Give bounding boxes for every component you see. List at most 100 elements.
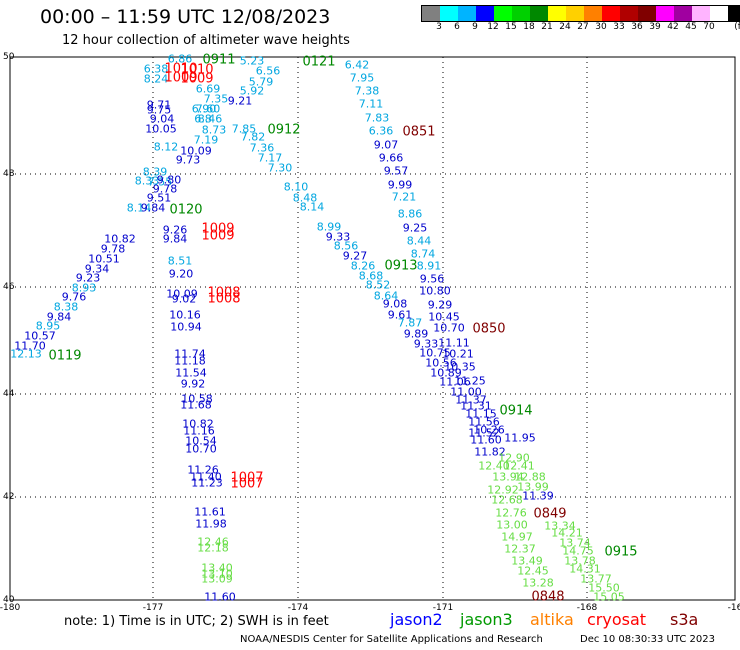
wave-height-label: 15.05 xyxy=(593,590,625,604)
color-scale-label: 30 xyxy=(595,22,607,32)
wave-height-label: 7.85 xyxy=(231,122,257,136)
latitude-label: 48 xyxy=(3,169,15,179)
wave-height-label: 9.76 xyxy=(61,290,87,304)
wave-height-label: 11.68 xyxy=(180,398,212,412)
wave-height-label: 5.79 xyxy=(248,75,274,89)
wave-height-label: 9.08 xyxy=(382,297,408,311)
wave-height-label: 11.18 xyxy=(174,354,206,368)
color-swatch xyxy=(512,6,530,21)
track-time-label: 1009 xyxy=(201,228,235,244)
color-scale-label: 18 xyxy=(523,22,535,32)
wave-height-label: 8.74 xyxy=(410,247,436,261)
wave-height-label: 11.26 xyxy=(187,463,219,477)
wave-height-label: 7.83 xyxy=(364,111,390,125)
wave-height-label: 11.39 xyxy=(522,489,554,503)
wave-height-label: 8.51 xyxy=(167,254,193,268)
track-time-label: 0849 xyxy=(533,506,567,522)
color-swatch xyxy=(548,6,566,21)
wave-height-label: 10.21 xyxy=(442,347,474,361)
wave-height-label: 12.76 xyxy=(495,506,527,520)
wave-height-label: 7.21 xyxy=(391,190,417,204)
wave-height-label: 13.00 xyxy=(496,518,528,532)
latitude-label: 50 xyxy=(3,52,15,62)
page-subtitle: 12 hour collection of altimeter wave hei… xyxy=(62,33,350,48)
color-scale-label: 33 xyxy=(613,22,625,32)
track-time-label: 1009 xyxy=(164,70,198,86)
wave-height-label: 14.97 xyxy=(501,530,533,544)
wave-height-label: 10.09 xyxy=(166,287,198,301)
color-scale-label: 45 xyxy=(685,22,697,32)
wave-height-label: 6.8 xyxy=(194,112,212,126)
wave-height-label: 11.60 xyxy=(470,433,502,447)
wave-height-label: 10.05 xyxy=(145,122,177,136)
wave-height-label: 9.21 xyxy=(227,94,253,108)
wave-height-label: 9.56 xyxy=(419,272,445,286)
longitude-label: -171 xyxy=(432,603,454,613)
footer-note: note: 1) Time is in UTC; 2) SWH is in fe… xyxy=(64,614,329,629)
footer-timestamp: Dec 10 08:30:33 UTC 2023 xyxy=(580,634,715,645)
wave-height-label: 12.88 xyxy=(514,470,546,484)
longitude-label: -177 xyxy=(142,603,164,613)
color-scale-label: 12 xyxy=(487,22,499,32)
wave-height-label: 7.95 xyxy=(349,71,375,85)
wave-height-label: 11.31 xyxy=(460,399,492,413)
wave-height-label: 10.26 xyxy=(473,423,505,437)
wave-height-label: 10.70 xyxy=(185,442,217,456)
track-time-label: 1008 xyxy=(207,291,241,307)
wave-height-label: 11.16 xyxy=(183,424,215,438)
color-scale-label: 42 xyxy=(667,22,679,32)
color-swatch xyxy=(584,6,602,21)
wave-height-label: 8.93 xyxy=(71,281,97,295)
wave-height-label: 8.12 xyxy=(153,140,179,154)
wave-height-label: 9.75 xyxy=(146,103,172,117)
track-time-label: 0915 xyxy=(604,544,638,560)
color-swatch xyxy=(494,6,512,21)
wave-height-label: 6.86 xyxy=(167,52,193,66)
track-time-label: 0119 xyxy=(48,348,82,364)
wave-height-label: 11.23 xyxy=(191,476,223,490)
wave-height-label: 9.20 xyxy=(168,267,194,281)
longitude-label: -16 xyxy=(727,603,740,613)
wave-height-label: 13.99 xyxy=(517,480,549,494)
wave-height-label: 8.64 xyxy=(373,289,399,303)
color-swatch xyxy=(674,6,692,21)
wave-height-label: 11.61 xyxy=(194,505,226,519)
color-scale-label: 6 xyxy=(454,22,460,32)
wave-height-label: 14.75 xyxy=(562,544,594,558)
wave-height-label: 13.40 xyxy=(201,561,233,575)
wave-height-label: 13.78 xyxy=(564,554,596,568)
wave-height-label: 12.92 xyxy=(487,483,519,497)
wave-height-label: 14.31 xyxy=(569,562,601,576)
wave-height-label: 11.54 xyxy=(175,366,207,380)
wave-height-label: 10.45 xyxy=(428,310,460,324)
legend-s3a: s3a xyxy=(670,610,699,629)
wave-height-label: 10.89 xyxy=(430,366,462,380)
color-swatch xyxy=(530,6,548,21)
wave-height-label: 10.70 xyxy=(433,321,465,335)
color-scale-label: 15 xyxy=(505,22,517,32)
wave-height-label: 10.80 xyxy=(419,284,451,298)
wave-height-label: 10.35 xyxy=(444,360,476,374)
color-scale-label: 3 xyxy=(436,22,442,32)
wave-height-label: 9.84 xyxy=(140,201,166,215)
wave-height-label: 8.14 xyxy=(299,200,325,214)
latitude-label: 42 xyxy=(3,492,15,502)
wave-height-label: 8.38 xyxy=(53,300,79,314)
track-time-label: 1007 xyxy=(230,470,264,486)
track-time-label: 0121 xyxy=(302,54,336,70)
wave-height-label: 10.09 xyxy=(180,144,212,158)
legend-altika: altika xyxy=(530,610,574,629)
wave-height-label: 7.35 xyxy=(203,92,229,106)
color-swatch xyxy=(620,6,638,21)
wave-height-label: 12.41 xyxy=(503,459,535,473)
latitude-label: 40 xyxy=(3,595,15,605)
wave-height-label: 10.54 xyxy=(185,434,217,448)
wave-height-label: 9.27 xyxy=(342,249,368,263)
wave-height-label: 6.90 xyxy=(191,102,217,116)
wave-height-label: 9.99 xyxy=(387,178,413,192)
wave-height-label: 6.38 xyxy=(143,62,169,76)
wave-height-label: 9.89 xyxy=(403,327,429,341)
wave-height-label: 9.84 xyxy=(162,232,188,246)
track-time-label: 1007 xyxy=(230,476,264,492)
wave-height-label: 11.52 xyxy=(468,426,500,440)
